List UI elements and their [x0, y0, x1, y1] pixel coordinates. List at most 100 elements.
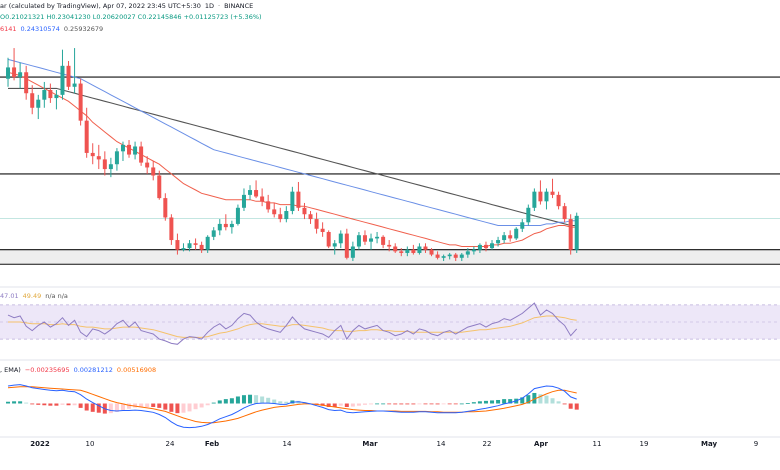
candle-body	[496, 240, 501, 244]
ma-100-line	[7, 58, 577, 226]
candle-body	[248, 190, 253, 195]
candle-body	[102, 159, 107, 170]
macd-histogram-bar	[477, 401, 482, 404]
macd-histogram-bar	[18, 401, 23, 404]
macd-histogram-bar	[369, 403, 374, 405]
candle-body	[42, 90, 47, 100]
candle-body	[139, 146, 144, 163]
candle-body	[417, 246, 422, 253]
candle-body	[18, 72, 23, 78]
candle-body	[387, 244, 392, 247]
macd-histogram-bar	[48, 403, 53, 406]
candle-body	[96, 156, 101, 160]
macd-histogram-bar	[320, 403, 325, 406]
macd-histogram-bar	[387, 403, 392, 405]
macd-histogram-bar	[556, 401, 561, 404]
candle-body	[344, 233, 349, 258]
macd-histogram-bar	[375, 403, 380, 405]
candle-body	[6, 67, 11, 79]
candle-body	[568, 219, 573, 250]
macd-histogram-bar	[211, 402, 216, 404]
macd-histogram-bar	[84, 403, 89, 411]
macd-histogram-bar	[538, 394, 543, 404]
candle-body	[459, 254, 464, 258]
macd-histogram-bar	[272, 399, 277, 404]
candle-body	[120, 144, 125, 152]
macd-histogram-bar	[114, 403, 119, 412]
macd-histogram-bar	[175, 403, 180, 414]
macd-histogram-bar	[193, 403, 198, 410]
macd-histogram-bar	[127, 403, 132, 409]
macd-histogram-bar	[217, 400, 222, 404]
candle-body	[30, 93, 35, 108]
candle-body	[145, 162, 150, 168]
candle-body	[187, 243, 192, 249]
candle-body	[399, 251, 404, 253]
candle-body	[393, 246, 398, 252]
support-zone	[0, 249, 780, 265]
candle-body	[48, 90, 53, 99]
candle-body	[217, 223, 222, 231]
candle-body	[175, 240, 180, 250]
macd-histogram-bar	[151, 403, 156, 408]
candle-body	[477, 244, 482, 250]
time-axis-tick: 2022	[30, 440, 50, 448]
interval-label: 1D	[204, 2, 215, 10]
time-axis-tick: Apr	[534, 440, 548, 448]
candle-body	[78, 83, 83, 121]
macd-histogram-bar	[169, 403, 174, 412]
rsi-readout: 47.01 49.49 n/a n/a	[0, 292, 72, 300]
macd-signal-line	[7, 386, 577, 424]
macd-histogram-bar	[520, 397, 525, 404]
macd-histogram-bar	[502, 399, 507, 404]
macd-histogram-bar	[241, 395, 246, 404]
candle-body	[435, 254, 440, 258]
candle-body	[369, 238, 374, 242]
macd-histogram-bar	[187, 403, 192, 412]
candle-body	[544, 191, 549, 202]
macd-histogram-bar	[405, 403, 410, 405]
macd-histogram-bar	[157, 403, 162, 408]
candle-body	[532, 191, 537, 208]
macd-histogram-bar	[550, 398, 555, 404]
macd-histogram-bar	[108, 403, 113, 414]
macd-histogram-bar	[465, 403, 470, 404]
candle-body	[12, 67, 17, 78]
candle-body	[490, 243, 495, 249]
macd-histogram-bar	[163, 403, 168, 410]
candle-body	[36, 99, 41, 108]
candle-body	[508, 235, 513, 239]
time-axis-tick: Mar	[362, 440, 378, 448]
macd-histogram-bar	[490, 400, 495, 404]
candle-body	[520, 222, 525, 229]
candle-body	[241, 194, 246, 208]
macd-histogram-bar	[24, 402, 29, 404]
candle-body	[211, 230, 216, 237]
candle-body	[338, 233, 343, 244]
macd-histogram-bar	[532, 392, 537, 404]
candle-body	[133, 146, 138, 155]
candle-body	[193, 243, 198, 245]
candle-body	[375, 236, 380, 239]
macd-histogram-bar	[139, 403, 144, 408]
chart-title: ar (calculated by TradingView), Apr 07, …	[0, 2, 254, 10]
time-axis-tick: 22	[482, 440, 492, 448]
candle-body	[514, 228, 519, 239]
candle-body	[54, 94, 59, 99]
candle-body	[471, 249, 476, 252]
candle-body	[163, 198, 168, 218]
exchange-label: BINANCE	[224, 2, 254, 10]
ma-value-2: 0.24310574	[20, 25, 60, 33]
candle-body	[24, 72, 29, 94]
candle-body	[60, 65, 65, 95]
macd-histogram-bar	[393, 403, 398, 405]
macd-histogram-bar	[30, 403, 35, 405]
candle-body	[181, 248, 186, 250]
candle-body	[526, 207, 531, 223]
time-axis-tick: 14	[282, 440, 292, 448]
macd-histogram-bar	[54, 403, 59, 406]
macd-histogram-bar	[6, 401, 11, 404]
rsi-na: n/a n/a	[45, 292, 68, 300]
macd-histogram-bar	[423, 403, 428, 405]
